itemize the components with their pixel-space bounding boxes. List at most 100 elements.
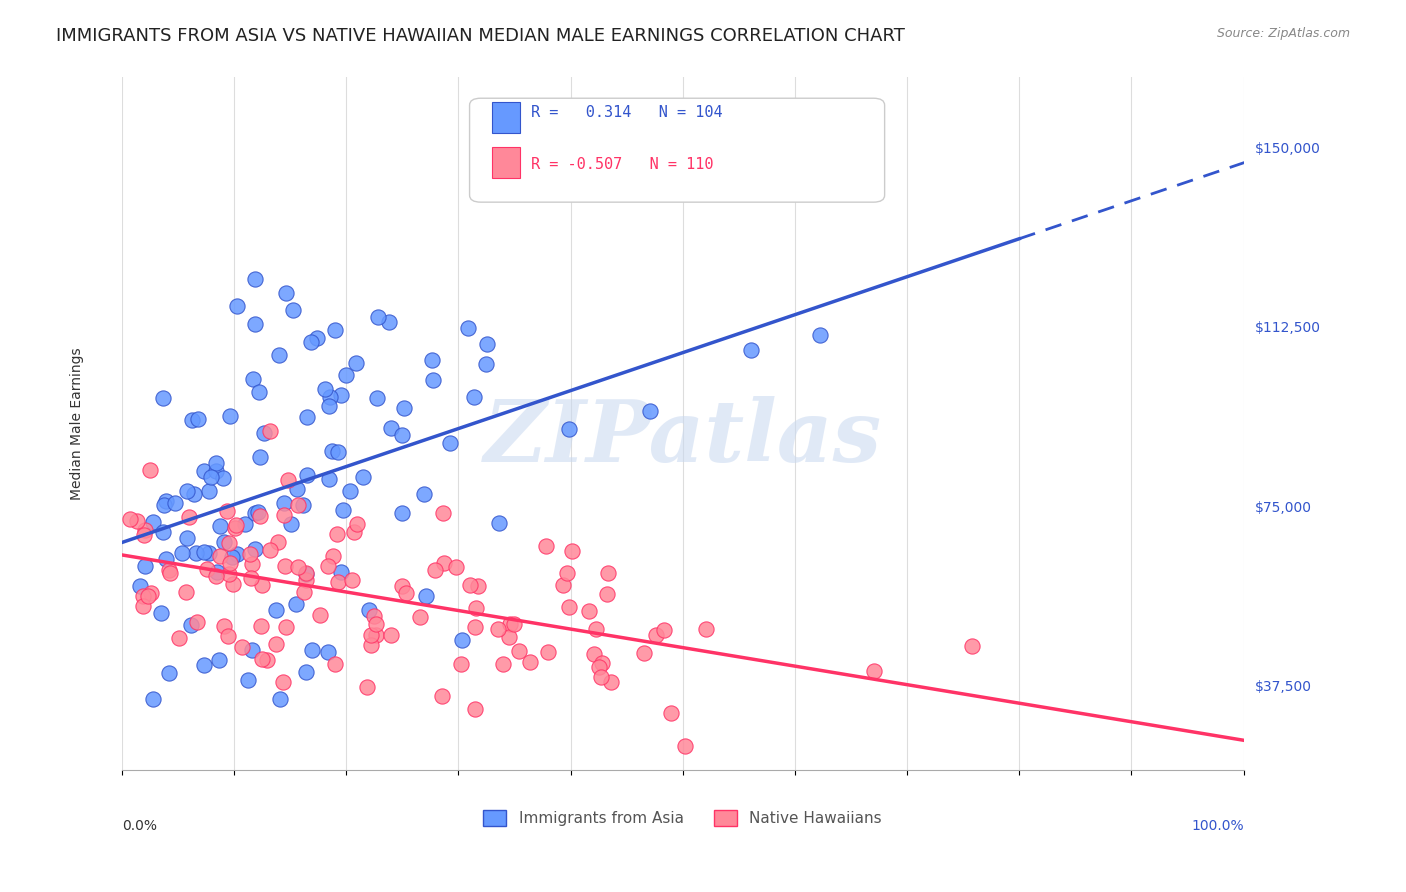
Point — [498, 630, 520, 644]
Point — [551, 578, 574, 592]
Point — [205, 568, 228, 582]
Point — [332, 503, 354, 517]
Point — [236, 673, 259, 688]
Point — [214, 619, 236, 633]
Point — [808, 327, 831, 342]
Point — [596, 566, 619, 581]
Point — [242, 372, 264, 386]
Point — [155, 552, 177, 566]
Point — [557, 422, 579, 436]
Point — [321, 443, 343, 458]
Point — [380, 421, 402, 435]
Point — [218, 566, 240, 581]
Point — [409, 610, 432, 624]
Point — [176, 484, 198, 499]
Point — [299, 334, 322, 349]
Bar — [492, 146, 520, 178]
Point — [129, 579, 152, 593]
Point — [195, 562, 218, 576]
Point — [367, 310, 389, 325]
Point — [316, 559, 339, 574]
Point — [136, 589, 159, 603]
Point — [659, 706, 682, 721]
Point — [180, 618, 202, 632]
Point — [652, 623, 675, 637]
Point — [323, 323, 346, 337]
Point — [205, 565, 228, 579]
Point — [264, 637, 287, 651]
Point — [863, 664, 886, 678]
Point — [221, 549, 243, 564]
Point — [218, 409, 240, 423]
Point — [352, 470, 374, 484]
Point — [422, 373, 444, 387]
Text: $150,000: $150,000 — [1254, 142, 1320, 156]
Point — [433, 556, 456, 570]
Point — [249, 385, 271, 400]
Point — [464, 600, 486, 615]
Point — [259, 424, 281, 438]
Point — [149, 606, 172, 620]
Point — [339, 483, 361, 498]
Point — [209, 549, 232, 563]
Point — [477, 337, 499, 351]
Point — [330, 387, 353, 401]
Point — [267, 535, 290, 549]
Point — [193, 657, 215, 672]
Point — [231, 640, 253, 654]
Point — [363, 609, 385, 624]
Point — [359, 603, 381, 617]
Point — [295, 566, 318, 580]
Point — [503, 617, 526, 632]
Point — [633, 647, 655, 661]
Point — [328, 575, 350, 590]
Point — [269, 691, 291, 706]
Point — [395, 586, 418, 600]
Point — [450, 633, 472, 648]
Point — [467, 579, 489, 593]
Point — [243, 271, 266, 285]
Point — [377, 315, 399, 329]
Point — [558, 600, 581, 615]
Point — [197, 483, 219, 498]
Point — [318, 399, 340, 413]
Point — [256, 653, 278, 667]
Point — [226, 299, 249, 313]
Point — [295, 567, 318, 582]
Point — [391, 506, 413, 520]
Point — [226, 547, 249, 561]
Point — [323, 657, 346, 672]
Point — [695, 623, 717, 637]
Text: Source: ZipAtlas.com: Source: ZipAtlas.com — [1216, 27, 1350, 40]
Text: 100.0%: 100.0% — [1191, 819, 1243, 833]
Point — [281, 302, 304, 317]
Text: R =   0.314   N = 104: R = 0.314 N = 104 — [531, 104, 723, 120]
Point — [273, 508, 295, 523]
Point — [225, 517, 247, 532]
Point — [291, 498, 314, 512]
Point — [280, 516, 302, 531]
Text: 0.0%: 0.0% — [122, 819, 157, 833]
Point — [344, 356, 367, 370]
Point — [127, 514, 149, 528]
Point — [209, 519, 232, 533]
Point — [259, 542, 281, 557]
Point — [218, 556, 240, 570]
Point — [250, 618, 273, 632]
Point — [240, 642, 263, 657]
Point — [295, 467, 318, 482]
Point — [245, 506, 267, 520]
Point — [139, 463, 162, 477]
Point — [295, 573, 318, 587]
Text: $37,500: $37,500 — [1254, 680, 1312, 694]
Point — [366, 628, 388, 642]
Point — [292, 585, 315, 599]
Point — [432, 506, 454, 520]
Point — [638, 404, 661, 418]
Point — [534, 539, 557, 553]
Point — [176, 584, 198, 599]
Point — [578, 604, 600, 618]
Point — [329, 566, 352, 580]
Point — [132, 528, 155, 542]
Point — [326, 527, 349, 541]
